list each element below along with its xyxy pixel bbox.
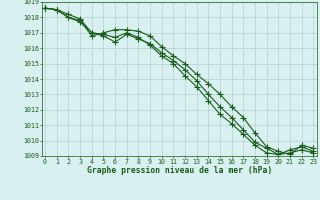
X-axis label: Graphe pression niveau de la mer (hPa): Graphe pression niveau de la mer (hPa) — [87, 166, 272, 175]
